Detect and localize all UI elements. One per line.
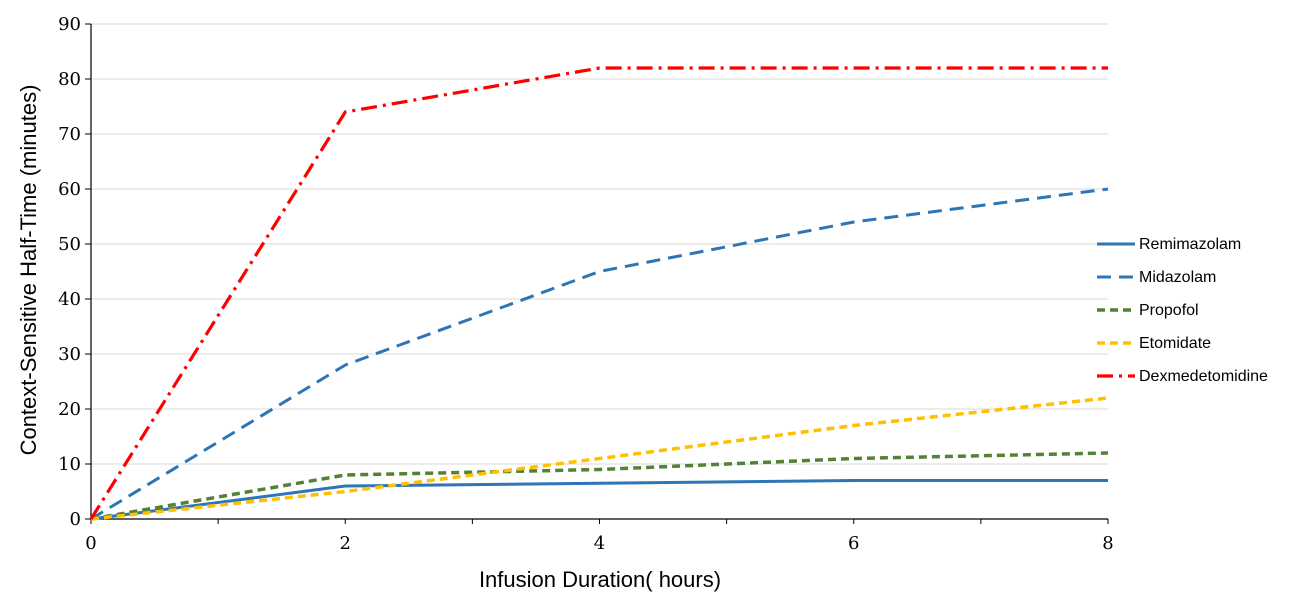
series-line-dexmedetomidine — [89, 66, 1108, 520]
x-tick-label-6: 6 — [848, 533, 859, 554]
x-tick-label-4: 4 — [594, 533, 605, 554]
series-line-midazolam — [90, 187, 1109, 521]
y-tick-label-0: 0 — [70, 509, 81, 530]
x-tick-label-0: 0 — [85, 533, 96, 554]
x-tick-label-8: 8 — [1102, 533, 1113, 554]
y-tick-label-20: 20 — [58, 399, 81, 420]
legend: Remimazolam Midazolam Propofol Etomidate Dex… — [1097, 236, 1268, 385]
y-tick-label-70: 70 — [58, 124, 81, 145]
y-tick-label-30: 30 — [58, 344, 81, 365]
y-tick-label-10: 10 — [58, 454, 81, 475]
y-axis-title: Context-Sensitive Half-Time (minutes) — [16, 85, 41, 456]
x-tick-label-2: 2 — [340, 533, 351, 554]
y-tick-label-40: 40 — [58, 289, 81, 310]
y-tick-label-60: 60 — [58, 179, 81, 200]
axes: 0 10 20 30 40 50 60 70 80 90 0 2 4 6 8 — [58, 14, 1114, 554]
legend-label-etomidate: Etomidate — [1139, 335, 1211, 352]
y-tick-label-50: 50 — [58, 234, 81, 255]
x-axis-title: Infusion Duration( hours) — [479, 567, 721, 592]
series-line-etomidate — [90, 396, 1109, 521]
series-line-propofol — [90, 451, 1109, 521]
y-tick-label-90: 90 — [58, 14, 81, 35]
series-line-remimazolam — [90, 479, 1108, 521]
legend-label-dexmedetomidine: Dexmedetomidine — [1139, 368, 1268, 385]
y-tick-label-80: 80 — [58, 69, 81, 90]
legend-label-remimazolam: Remimazolam — [1139, 236, 1241, 253]
legend-label-propofol: Propofol — [1139, 302, 1199, 319]
gridlines — [91, 23, 1108, 465]
legend-label-midazolam: Midazolam — [1139, 269, 1216, 286]
series-lines — [89, 66, 1109, 521]
